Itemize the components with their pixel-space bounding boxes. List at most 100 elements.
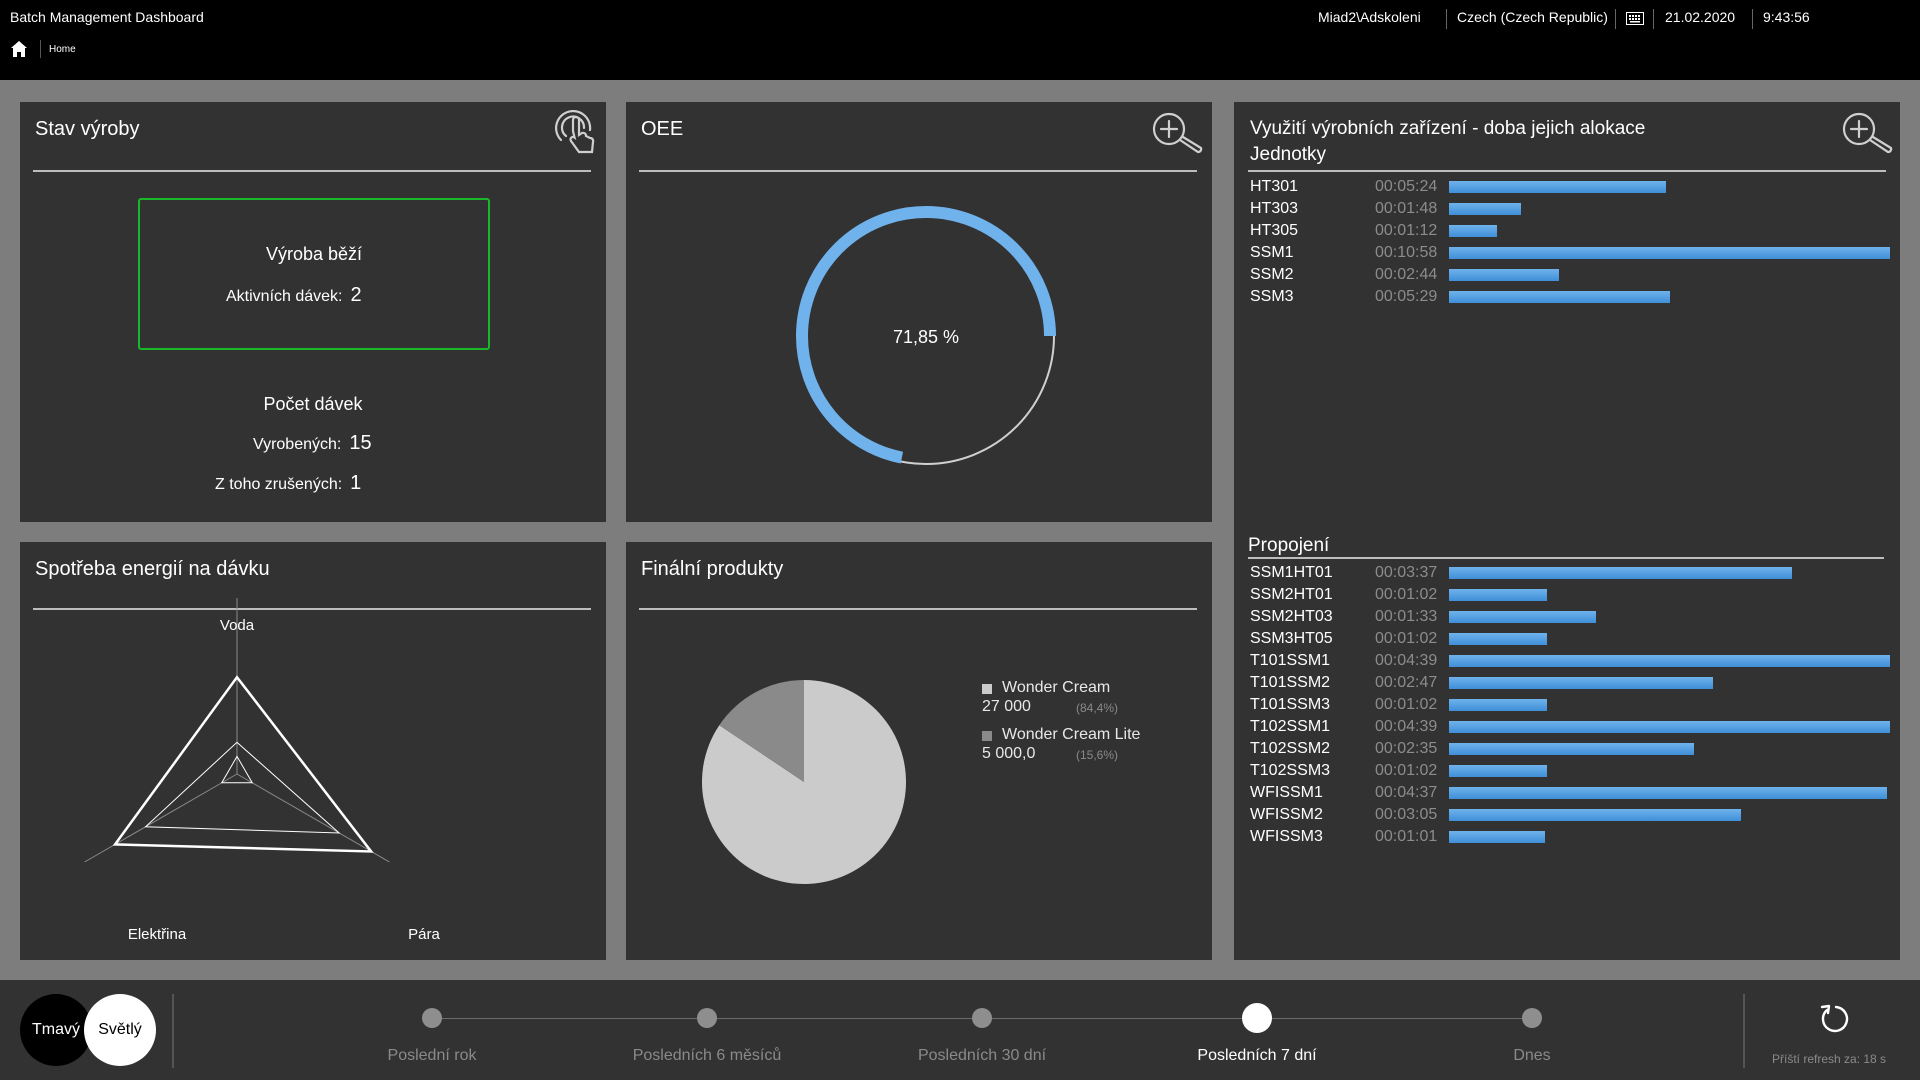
allocation-time: 00:05:29 (1375, 288, 1438, 305)
units-title: Jednotky (1250, 144, 1327, 165)
allocation-bar (1449, 765, 1547, 777)
allocation-time: 00:03:05 (1375, 806, 1438, 823)
allocation-time: 00:01:02 (1375, 762, 1438, 779)
utilization-row: T101SSM1 00:04:39 (1250, 651, 1890, 671)
allocation-bar (1449, 589, 1547, 601)
panel-title: OEE (641, 118, 684, 140)
products-pie-chart (702, 680, 906, 884)
produced-value: 15 (349, 432, 372, 454)
equipment-name: T102SSM2 (1250, 740, 1331, 757)
allocation-time: 00:01:33 (1375, 608, 1438, 625)
produced-label: Vyrobených: (253, 436, 342, 453)
allocation-bar (1449, 699, 1547, 711)
period-dot[interactable] (422, 1008, 442, 1028)
utilization-row: HT301 00:05:24 (1250, 177, 1890, 197)
user-name[interactable]: Miad2\Adskoleni (1318, 9, 1421, 25)
zoom-in-icon[interactable] (1840, 110, 1894, 156)
panel-divider (639, 608, 1197, 610)
equipment-name: WFISSM3 (1250, 828, 1323, 845)
energy-panel: Spotřeba energií na dávku Voda Pára Elektř… (20, 542, 606, 960)
equipment-name: T101SSM1 (1250, 652, 1331, 669)
allocation-time: 00:01:01 (1375, 828, 1438, 845)
cancelled-label: Z toho zrušených: (215, 476, 343, 493)
allocation-bar (1449, 831, 1546, 843)
equipment-name: SSM1HT01 (1250, 564, 1333, 581)
theme-dark-toggle[interactable]: Tmavý (20, 994, 92, 1066)
legend-value: 27 000 (982, 698, 1031, 715)
utilization-row: T102SSM2 00:02:35 (1250, 739, 1890, 759)
cancelled-value: 1 (350, 472, 362, 494)
period-option[interactable]: Posledních 30 dní (917, 1047, 1047, 1064)
gauge-fill (796, 206, 1056, 466)
utilization-row: SSM3HT05 00:01:02 (1250, 629, 1890, 649)
allocation-time: 00:01:02 (1375, 630, 1438, 647)
panel-divider (1248, 557, 1884, 559)
bottom-bar: Tmavý Světlý Poslední rok Posledních 6 mě… (0, 980, 1920, 1080)
radar-center-marker (220, 755, 254, 784)
radar-series-outer (112, 675, 374, 853)
allocation-bar (1449, 809, 1742, 821)
legend-swatch (982, 684, 992, 694)
utilization-row: T101SSM3 00:01:02 (1250, 695, 1890, 715)
equipment-name: T101SSM3 (1250, 696, 1331, 713)
utilization-row: SSM1 00:10:58 (1250, 243, 1890, 263)
breadcrumb-divider (40, 40, 41, 58)
period-dot[interactable] (972, 1008, 992, 1028)
utilization-row: SSM2HT03 00:01:33 (1250, 607, 1890, 627)
active-batches: Aktivních dávek: 2 (226, 284, 362, 307)
locale-selector[interactable]: Czech (Czech Republic) (1457, 9, 1608, 25)
allocation-time: 00:10:58 (1375, 244, 1438, 261)
panel-divider (33, 608, 591, 610)
panel-divider (1248, 170, 1886, 172)
legend-percent: (84,4%) (1075, 701, 1118, 715)
panel-title: Využití výrobních zařízení - doba jejich… (1250, 118, 1646, 139)
period-option[interactable]: Dnes (1513, 1047, 1551, 1064)
allocation-bar (1449, 677, 1713, 689)
period-dot[interactable] (697, 1008, 717, 1028)
connections-title: Propojení (1248, 535, 1330, 556)
utilization-row: HT303 00:01:48 (1250, 199, 1890, 219)
keyboard-icon[interactable] (1626, 12, 1644, 25)
allocation-bar (1449, 721, 1890, 733)
utilization-row: SSM3 00:05:29 (1250, 287, 1890, 307)
allocation-time: 00:02:47 (1375, 674, 1438, 691)
active-batches-label: Aktivních dávek: (226, 288, 343, 305)
allocation-time: 00:01:48 (1375, 200, 1438, 217)
radar-axis (236, 773, 390, 863)
equipment-name: T102SSM1 (1250, 718, 1331, 735)
home-icon[interactable] (10, 40, 28, 58)
period-option[interactable]: Posledních 7 dní (1197, 1047, 1317, 1064)
utilization-row: SSM1HT01 00:03:37 (1250, 563, 1890, 583)
theme-light-toggle[interactable]: Světlý (84, 994, 156, 1066)
utilization-row: WFISSM3 00:01:01 (1250, 827, 1890, 847)
refresh-countdown: Příští refresh za: 18 s (1772, 1052, 1887, 1066)
zoom-in-icon[interactable] (1150, 110, 1204, 156)
allocation-bar (1449, 787, 1887, 799)
period-option[interactable]: Posledních 6 měsíců (632, 1047, 782, 1064)
active-batches-value: 2 (350, 284, 362, 306)
touch-gesture-icon[interactable] (552, 110, 598, 158)
equipment-name: T102SSM3 (1250, 762, 1331, 779)
utilization-row: WFISSM2 00:03:05 (1250, 805, 1890, 825)
equipment-name: SSM2HT03 (1250, 608, 1333, 625)
header-time: 9:43:56 (1763, 9, 1810, 25)
panel-title: Stav výroby (35, 118, 140, 140)
utilization-row: SSM2HT01 00:01:02 (1250, 585, 1890, 605)
legend-value: 5 000,0 (982, 745, 1036, 762)
period-option[interactable]: Poslední rok (387, 1047, 477, 1064)
allocation-bar (1449, 203, 1522, 215)
equipment-name: SSM3HT05 (1250, 630, 1333, 647)
cancelled-batches: Z toho zrušených: 1 (215, 472, 361, 495)
breadcrumb-home[interactable]: Home (49, 44, 76, 55)
divider (1615, 9, 1616, 29)
top-bar: Batch Management Dashboard Home Miad2\Ad… (0, 0, 1920, 80)
period-dot[interactable] (1522, 1008, 1542, 1028)
refresh-icon[interactable] (1818, 1002, 1850, 1034)
allocation-bar (1449, 743, 1694, 755)
period-dot[interactable] (1242, 1003, 1272, 1033)
equipment-name: T101SSM2 (1250, 674, 1331, 691)
allocation-bar (1449, 225, 1498, 237)
radar-axis-label: Elektřina (128, 926, 187, 943)
panel-divider (33, 170, 591, 172)
utilization-row: T101SSM2 00:02:47 (1250, 673, 1890, 693)
